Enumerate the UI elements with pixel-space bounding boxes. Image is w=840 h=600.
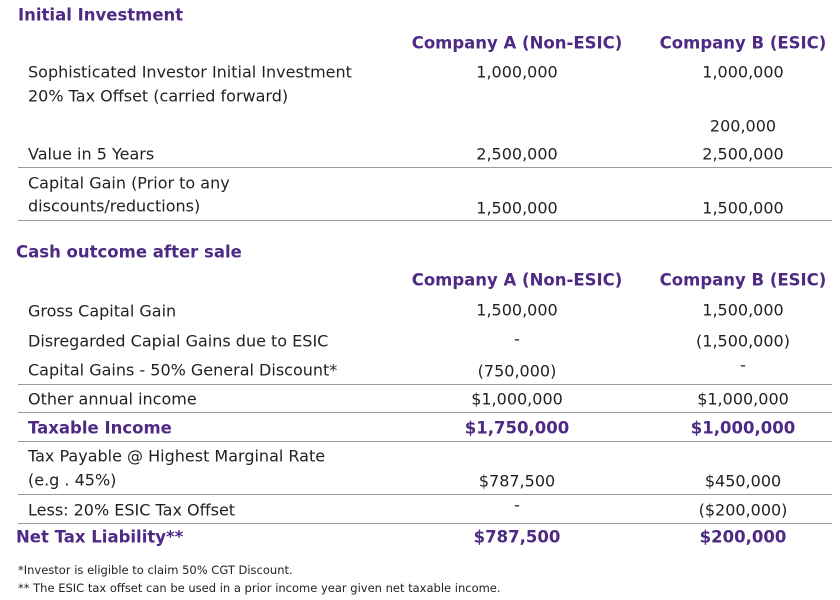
cell: $200,000 — [699, 527, 787, 547]
row-divider — [18, 412, 832, 413]
cell: (750,000) — [477, 361, 557, 381]
cell: $787,500 — [478, 471, 556, 491]
cell: 1,000,000 — [476, 62, 558, 82]
column-header: Company B (ESIC) — [659, 270, 827, 290]
cell: $450,000 — [704, 471, 782, 491]
cell: - — [514, 495, 520, 515]
cell: (1,500,000) — [696, 331, 790, 351]
row-label: Capital Gain (Prior to any — [28, 173, 230, 193]
row-divider — [18, 523, 832, 524]
cell: - — [514, 329, 520, 349]
cell: - — [740, 355, 746, 375]
cell: 1,500,000 — [476, 300, 558, 320]
footnote: *Investor is eligible to claim 50% CGT D… — [18, 563, 293, 577]
row-label: 20% Tax Offset (carried forward) — [28, 86, 289, 106]
cell: $1,750,000 — [464, 418, 570, 438]
row-label: Value in 5 Years — [28, 144, 155, 164]
column-header: Company A (Non-ESIC) — [411, 270, 623, 290]
row-label: Taxable Income — [28, 418, 172, 438]
row-label: Tax Payable @ Highest Marginal Rate — [28, 446, 326, 466]
cell: 2,500,000 — [476, 144, 558, 164]
column-header: Company B (ESIC) — [659, 33, 827, 53]
cell: $1,000,000 — [697, 389, 789, 409]
footnote: ** The ESIC tax offset can be used in a … — [18, 581, 501, 595]
section-title: Cash outcome after sale — [16, 242, 242, 262]
row-divider — [18, 494, 832, 495]
cell: $1,000,000 — [690, 418, 796, 438]
row-divider — [18, 384, 832, 385]
cell: $1,000,000 — [471, 389, 563, 409]
row-label: Less: 20% ESIC Tax Offset — [28, 500, 236, 520]
row-label: (e.g . 45%) — [28, 470, 117, 490]
cell: 1,500,000 — [476, 198, 558, 218]
cell: $787,500 — [473, 527, 561, 547]
row-divider — [18, 167, 832, 168]
row-label: discounts/reductions) — [28, 196, 201, 216]
cell: 1,500,000 — [702, 198, 784, 218]
section-title: Initial Investment — [18, 5, 184, 25]
row-label: Net Tax Liability** — [16, 527, 184, 547]
cell: 200,000 — [709, 116, 777, 136]
row-label: Sophisticated Investor Initial Investmen… — [28, 62, 352, 82]
row-divider — [18, 441, 832, 442]
column-header: Company A (Non-ESIC) — [411, 33, 623, 53]
row-label: Capital Gains - 50% General Discount* — [28, 360, 338, 380]
cell: 1,500,000 — [702, 300, 784, 320]
cell: 2,500,000 — [702, 144, 784, 164]
row-divider — [18, 220, 832, 221]
row-label: Other annual income — [28, 389, 197, 409]
cell: ($200,000) — [698, 500, 788, 520]
row-label: Disregarded Capial Gains due to ESIC — [28, 331, 329, 351]
cell: 1,000,000 — [702, 62, 784, 82]
row-label: Gross Capital Gain — [28, 301, 177, 321]
